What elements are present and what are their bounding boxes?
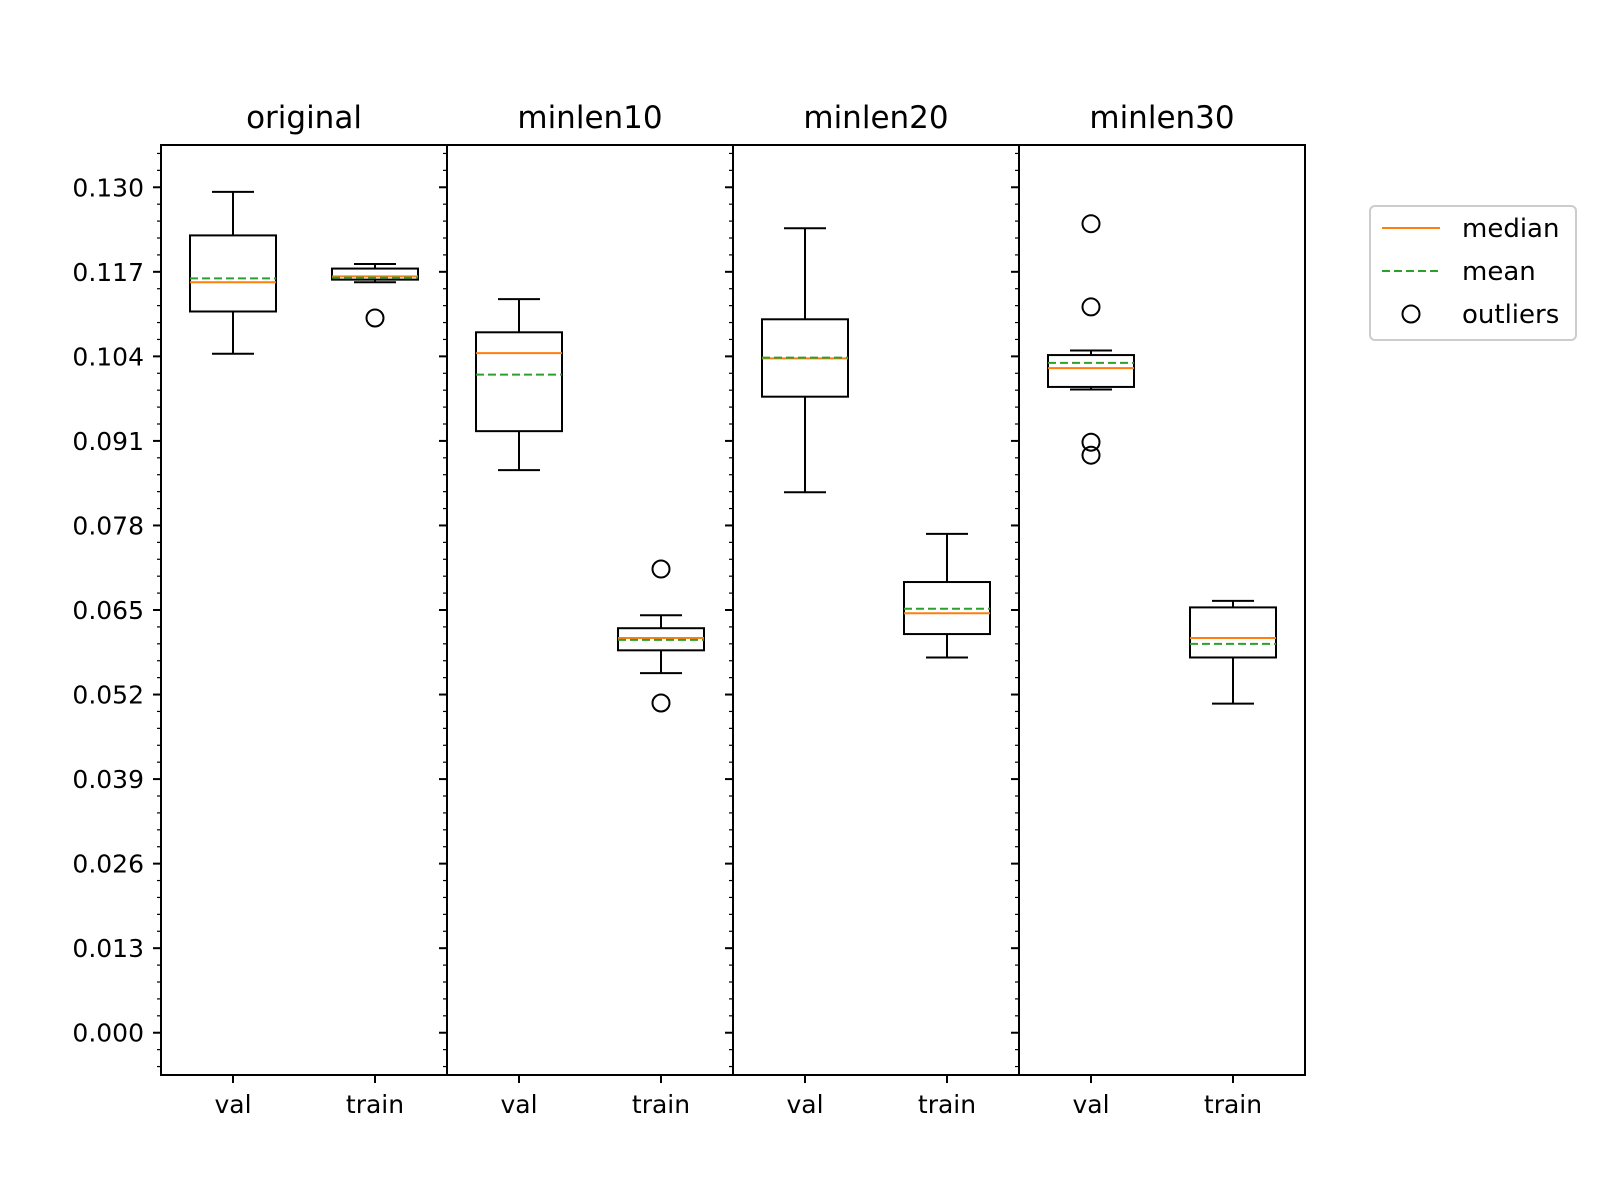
box-iqr	[331, 267, 419, 281]
x-tick-label: train	[346, 1090, 404, 1119]
legend: median mean outliers	[1369, 205, 1577, 341]
box-minlen10-train: train	[617, 559, 705, 1119]
y-tick-label: 0.026	[72, 850, 144, 879]
box-iqr	[189, 234, 277, 313]
y-tick-label: 0.013	[72, 934, 144, 963]
y-tick-label: 0.104	[72, 342, 144, 371]
outlier-point	[651, 559, 671, 579]
y-tick-label: 0.091	[72, 427, 144, 456]
box-minlen20-train: train	[903, 532, 991, 1119]
box-iqr	[475, 331, 563, 433]
outlier-point	[1081, 214, 1101, 234]
legend-outlier-swatch	[1401, 304, 1421, 324]
y-tick-label: 0.052	[72, 681, 144, 710]
y-tick-label: 0.039	[72, 765, 144, 794]
panel-title: minlen10	[517, 100, 662, 136]
box-minlen30-val: val	[1047, 214, 1135, 1119]
box-original-train: train	[331, 263, 419, 1119]
box-original-val: val	[189, 190, 277, 1119]
panel-title: original	[246, 100, 362, 136]
box-iqr	[1047, 354, 1135, 388]
y-axis: 0.000 0.013 0.026 0.039 0.052 0.065 0.078 0.091…	[72, 173, 161, 1048]
x-tick-label: train	[632, 1090, 690, 1119]
panel-title: minlen20	[803, 100, 948, 136]
y-tick-label: 0.130	[72, 173, 144, 202]
panel-minlen30: minlen30 val train	[1011, 100, 1306, 1119]
y-tick-label: 0.078	[72, 511, 144, 540]
panel-title: minlen30	[1089, 100, 1234, 136]
legend-frame	[1369, 205, 1577, 341]
box-minlen30-train: train	[1189, 599, 1277, 1119]
panel-minlen10: minlen10 val train	[439, 100, 734, 1119]
y-tick-label: 0.117	[72, 258, 144, 287]
panel-minlen20: minlen20 val train	[725, 100, 1020, 1119]
outlier-point	[1081, 445, 1101, 465]
y-tick-label: 0.000	[72, 1019, 144, 1048]
x-tick-label: val	[214, 1090, 251, 1119]
outlier-point	[1081, 432, 1101, 452]
x-tick-label: val	[786, 1090, 823, 1119]
x-tick-label: val	[1072, 1090, 1109, 1119]
y-tick-label: 0.065	[72, 596, 144, 625]
box-minlen20-val: val	[761, 227, 849, 1119]
x-tick-label: val	[500, 1090, 537, 1119]
box-minlen10-val: val	[475, 298, 563, 1119]
box-iqr	[1189, 606, 1277, 659]
outlier-point	[651, 693, 671, 713]
legend-outliers-label: outliers	[1462, 300, 1559, 330]
x-tick-label: train	[1204, 1090, 1262, 1119]
panels-group: 0.000 0.013 0.026 0.039 0.052 0.065 0.078 0.091…	[72, 100, 1306, 1119]
legend-median-label: median	[1462, 214, 1559, 244]
legend-mean-label: mean	[1462, 257, 1536, 287]
outlier-point	[365, 308, 385, 328]
outlier-point	[1081, 297, 1101, 317]
x-tick-label: train	[918, 1090, 976, 1119]
